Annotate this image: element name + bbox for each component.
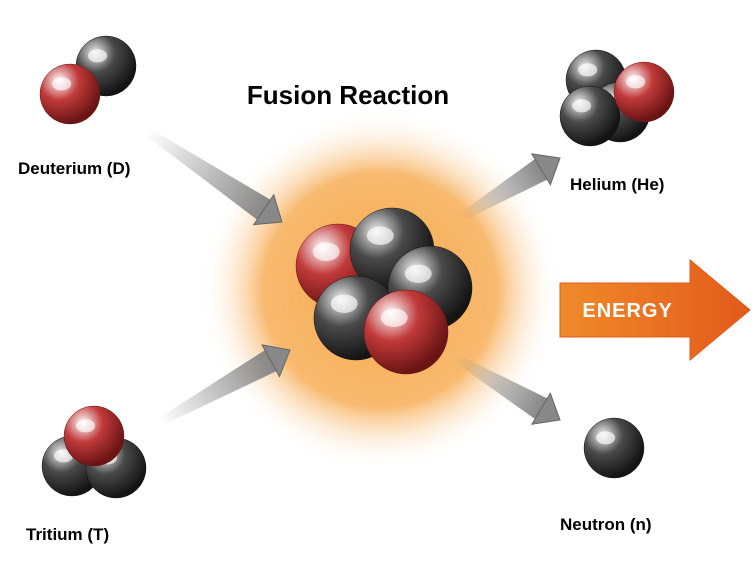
proton-sphere: [364, 290, 448, 374]
energy-label: ENERGY: [582, 300, 672, 322]
helium-cluster: [560, 50, 674, 146]
deuterium-label: Deuterium (D): [18, 159, 130, 178]
proton-sphere: [64, 406, 124, 466]
diagram-title: Fusion Reaction: [247, 80, 449, 110]
energy-arrow: ENERGY: [560, 260, 750, 360]
tritium-label: Tritium (T): [26, 525, 109, 544]
proton-sphere: [614, 62, 674, 122]
proton-sphere: [40, 64, 100, 124]
neutron-sphere: [560, 86, 620, 146]
neutron-label: Neutron (n): [560, 515, 652, 534]
helium-label: Helium (He): [570, 175, 664, 194]
neutron-sphere: [584, 418, 644, 478]
deuterium-cluster: [40, 36, 136, 124]
neutron-cluster: [584, 418, 644, 478]
tritium-cluster: [42, 406, 146, 498]
